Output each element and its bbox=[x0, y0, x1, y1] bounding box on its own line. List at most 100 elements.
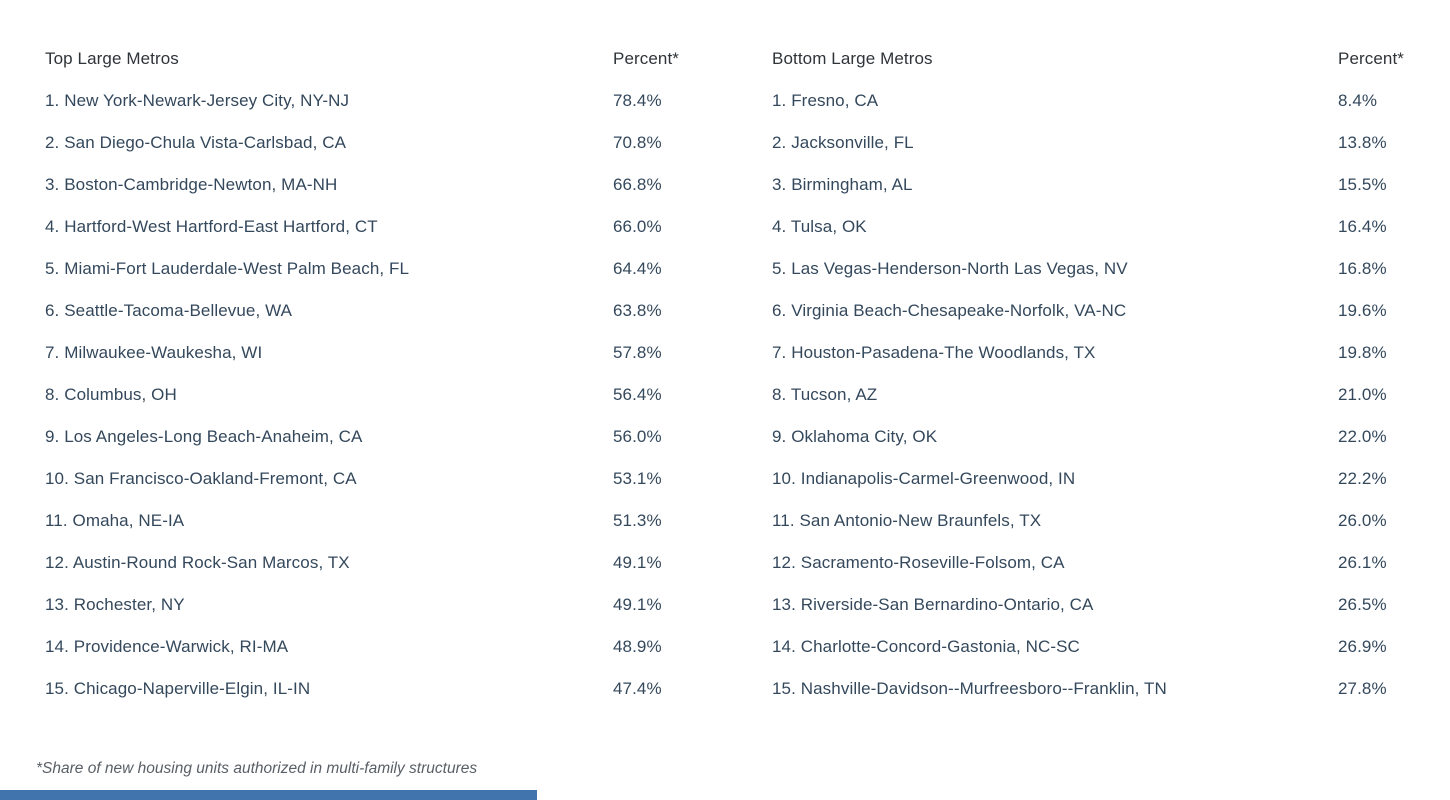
metro-name: 9. Los Angeles-Long Beach-Anaheim, CA bbox=[45, 427, 363, 446]
table-row: 10. San Francisco-Oakland-Fremont, CA 53… bbox=[45, 458, 715, 500]
metro-percent: 66.0% bbox=[613, 217, 662, 236]
metro-percent: 22.0% bbox=[1338, 427, 1387, 446]
metro-percent: 13.8% bbox=[1338, 133, 1387, 152]
metro-percent: 26.0% bbox=[1338, 511, 1387, 530]
metro-name: 11. San Antonio-New Braunfels, TX bbox=[772, 511, 1042, 530]
table-row: 6. Virginia Beach-Chesapeake-Norfolk, VA… bbox=[772, 290, 1422, 332]
metro-name: 10. Indianapolis-Carmel-Greenwood, IN bbox=[772, 469, 1076, 488]
metro-name: 15. Nashville-Davidson--Murfreesboro--Fr… bbox=[772, 679, 1167, 698]
metro-name: 5. Miami-Fort Lauderdale-West Palm Beach… bbox=[45, 259, 410, 278]
metro-name: 6. Virginia Beach-Chesapeake-Norfolk, VA… bbox=[772, 301, 1127, 320]
table-row: 9. Oklahoma City, OK 22.0% bbox=[772, 416, 1422, 458]
metro-name: 13. Riverside-San Bernardino-Ontario, CA bbox=[772, 595, 1094, 614]
metro-name: 11. Omaha, NE-IA bbox=[45, 511, 185, 530]
metro-percent: 51.3% bbox=[613, 511, 662, 530]
metro-name: 4. Tulsa, OK bbox=[772, 217, 867, 236]
metro-percent: 27.8% bbox=[1338, 679, 1387, 698]
metro-percent: 16.4% bbox=[1338, 217, 1387, 236]
table-row: 4. Tulsa, OK 16.4% bbox=[772, 206, 1422, 248]
table-row: 14. Charlotte-Concord-Gastonia, NC-SC 26… bbox=[772, 626, 1422, 668]
table-row: 10. Indianapolis-Carmel-Greenwood, IN 22… bbox=[772, 458, 1422, 500]
metro-percent: 64.4% bbox=[613, 259, 662, 278]
metro-percent: 49.1% bbox=[613, 595, 662, 614]
metro-percent: 16.8% bbox=[1338, 259, 1387, 278]
table-row: 3. Birmingham, AL 15.5% bbox=[772, 164, 1422, 206]
metro-name: 7. Houston-Pasadena-The Woodlands, TX bbox=[772, 343, 1096, 362]
metro-name: 3. Birmingham, AL bbox=[772, 175, 913, 194]
bottom-metros-table: Bottom Large Metros Percent* 1. Fresno, … bbox=[772, 38, 1422, 710]
table-row: 13. Rochester, NY 49.1% bbox=[45, 584, 715, 626]
metro-name: 3. Boston-Cambridge-Newton, MA-NH bbox=[45, 175, 338, 194]
column-header-percent-left: Percent* bbox=[613, 49, 680, 68]
metro-percent: 57.8% bbox=[613, 343, 662, 362]
table-row: 15. Nashville-Davidson--Murfreesboro--Fr… bbox=[772, 668, 1422, 710]
metro-percent: 19.6% bbox=[1338, 301, 1387, 320]
metro-percent: 70.8% bbox=[613, 133, 662, 152]
table-row: 2. San Diego-Chula Vista-Carlsbad, CA 70… bbox=[45, 122, 715, 164]
footnote: *Share of new housing units authorized i… bbox=[36, 760, 478, 777]
metro-percent: 49.1% bbox=[613, 553, 662, 572]
table-row: 4. Hartford-West Hartford-East Hartford,… bbox=[45, 206, 715, 248]
metro-name: 5. Las Vegas-Henderson-North Las Vegas, … bbox=[772, 259, 1128, 278]
metro-percent: 56.4% bbox=[613, 385, 662, 404]
metro-name: 13. Rochester, NY bbox=[45, 595, 185, 614]
metro-percent: 47.4% bbox=[613, 679, 662, 698]
metro-percent: 26.5% bbox=[1338, 595, 1387, 614]
metro-name: 2. San Diego-Chula Vista-Carlsbad, CA bbox=[45, 133, 347, 152]
metro-name: 1. New York-Newark-Jersey City, NY-NJ bbox=[45, 91, 350, 110]
metro-name: 14. Charlotte-Concord-Gastonia, NC-SC bbox=[772, 637, 1080, 656]
metro-name: 15. Chicago-Naperville-Elgin, IL-IN bbox=[45, 679, 311, 698]
column-header-percent-right: Percent* bbox=[1338, 49, 1405, 68]
top-metros-table: Top Large Metros Percent* 1. New York-Ne… bbox=[45, 38, 715, 710]
table-row: 1. Fresno, CA 8.4% bbox=[772, 80, 1422, 122]
table-row: 12. Sacramento-Roseville-Folsom, CA 26.1… bbox=[772, 542, 1422, 584]
table-row: 3. Boston-Cambridge-Newton, MA-NH 66.8% bbox=[45, 164, 715, 206]
metro-percent: 21.0% bbox=[1338, 385, 1387, 404]
table-row: 7. Houston-Pasadena-The Woodlands, TX 19… bbox=[772, 332, 1422, 374]
metro-name: 8. Columbus, OH bbox=[45, 385, 177, 404]
metro-name: 8. Tucson, AZ bbox=[772, 385, 878, 404]
metro-percent: 8.4% bbox=[1338, 91, 1378, 110]
bottom-accent-bar bbox=[0, 790, 537, 800]
table-row: 1. New York-Newark-Jersey City, NY-NJ 78… bbox=[45, 80, 715, 122]
table-row: 14. Providence-Warwick, RI-MA 48.9% bbox=[45, 626, 715, 668]
metro-percent: 66.8% bbox=[613, 175, 662, 194]
metro-percent: 48.9% bbox=[613, 637, 662, 656]
table-row: 9. Los Angeles-Long Beach-Anaheim, CA 56… bbox=[45, 416, 715, 458]
metro-percent: 26.1% bbox=[1338, 553, 1387, 572]
column-header-bottom-metros: Bottom Large Metros bbox=[772, 49, 933, 68]
metro-name: 12. Sacramento-Roseville-Folsom, CA bbox=[772, 553, 1065, 572]
metro-percent: 15.5% bbox=[1338, 175, 1387, 194]
metro-name: 14. Providence-Warwick, RI-MA bbox=[45, 637, 289, 656]
table-row: 15. Chicago-Naperville-Elgin, IL-IN 47.4… bbox=[45, 668, 715, 710]
metro-name: 1. Fresno, CA bbox=[772, 91, 879, 110]
table-row: 8. Columbus, OH 56.4% bbox=[45, 374, 715, 416]
metro-name: 6. Seattle-Tacoma-Bellevue, WA bbox=[45, 301, 293, 320]
top-metros-rows: 1. New York-Newark-Jersey City, NY-NJ 78… bbox=[45, 80, 715, 710]
metro-percent: 22.2% bbox=[1338, 469, 1387, 488]
bottom-metros-rows: 1. Fresno, CA 8.4% 2. Jacksonville, FL 1… bbox=[772, 80, 1422, 710]
table-row: 11. Omaha, NE-IA 51.3% bbox=[45, 500, 715, 542]
metro-name: 2. Jacksonville, FL bbox=[772, 133, 914, 152]
table-row: 7. Milwaukee-Waukesha, WI 57.8% bbox=[45, 332, 715, 374]
metro-percent: 53.1% bbox=[613, 469, 662, 488]
metro-percent: 63.8% bbox=[613, 301, 662, 320]
bottom-metros-header-row: Bottom Large Metros Percent* bbox=[772, 38, 1422, 80]
table-row: 5. Las Vegas-Henderson-North Las Vegas, … bbox=[772, 248, 1422, 290]
metro-name: 10. San Francisco-Oakland-Fremont, CA bbox=[45, 469, 357, 488]
column-header-top-metros: Top Large Metros bbox=[45, 49, 179, 68]
metro-percent: 56.0% bbox=[613, 427, 662, 446]
table-row: 12. Austin-Round Rock-San Marcos, TX 49.… bbox=[45, 542, 715, 584]
table-row: 11. San Antonio-New Braunfels, TX 26.0% bbox=[772, 500, 1422, 542]
metro-name: 9. Oklahoma City, OK bbox=[772, 427, 938, 446]
table-row: 2. Jacksonville, FL 13.8% bbox=[772, 122, 1422, 164]
top-metros-header-row: Top Large Metros Percent* bbox=[45, 38, 715, 80]
metro-name: 7. Milwaukee-Waukesha, WI bbox=[45, 343, 263, 362]
table-row: 8. Tucson, AZ 21.0% bbox=[772, 374, 1422, 416]
metro-percent: 26.9% bbox=[1338, 637, 1387, 656]
metro-percent: 19.8% bbox=[1338, 343, 1387, 362]
metro-name: 12. Austin-Round Rock-San Marcos, TX bbox=[45, 553, 350, 572]
metro-percent: 78.4% bbox=[613, 91, 662, 110]
table-row: 6. Seattle-Tacoma-Bellevue, WA 63.8% bbox=[45, 290, 715, 332]
